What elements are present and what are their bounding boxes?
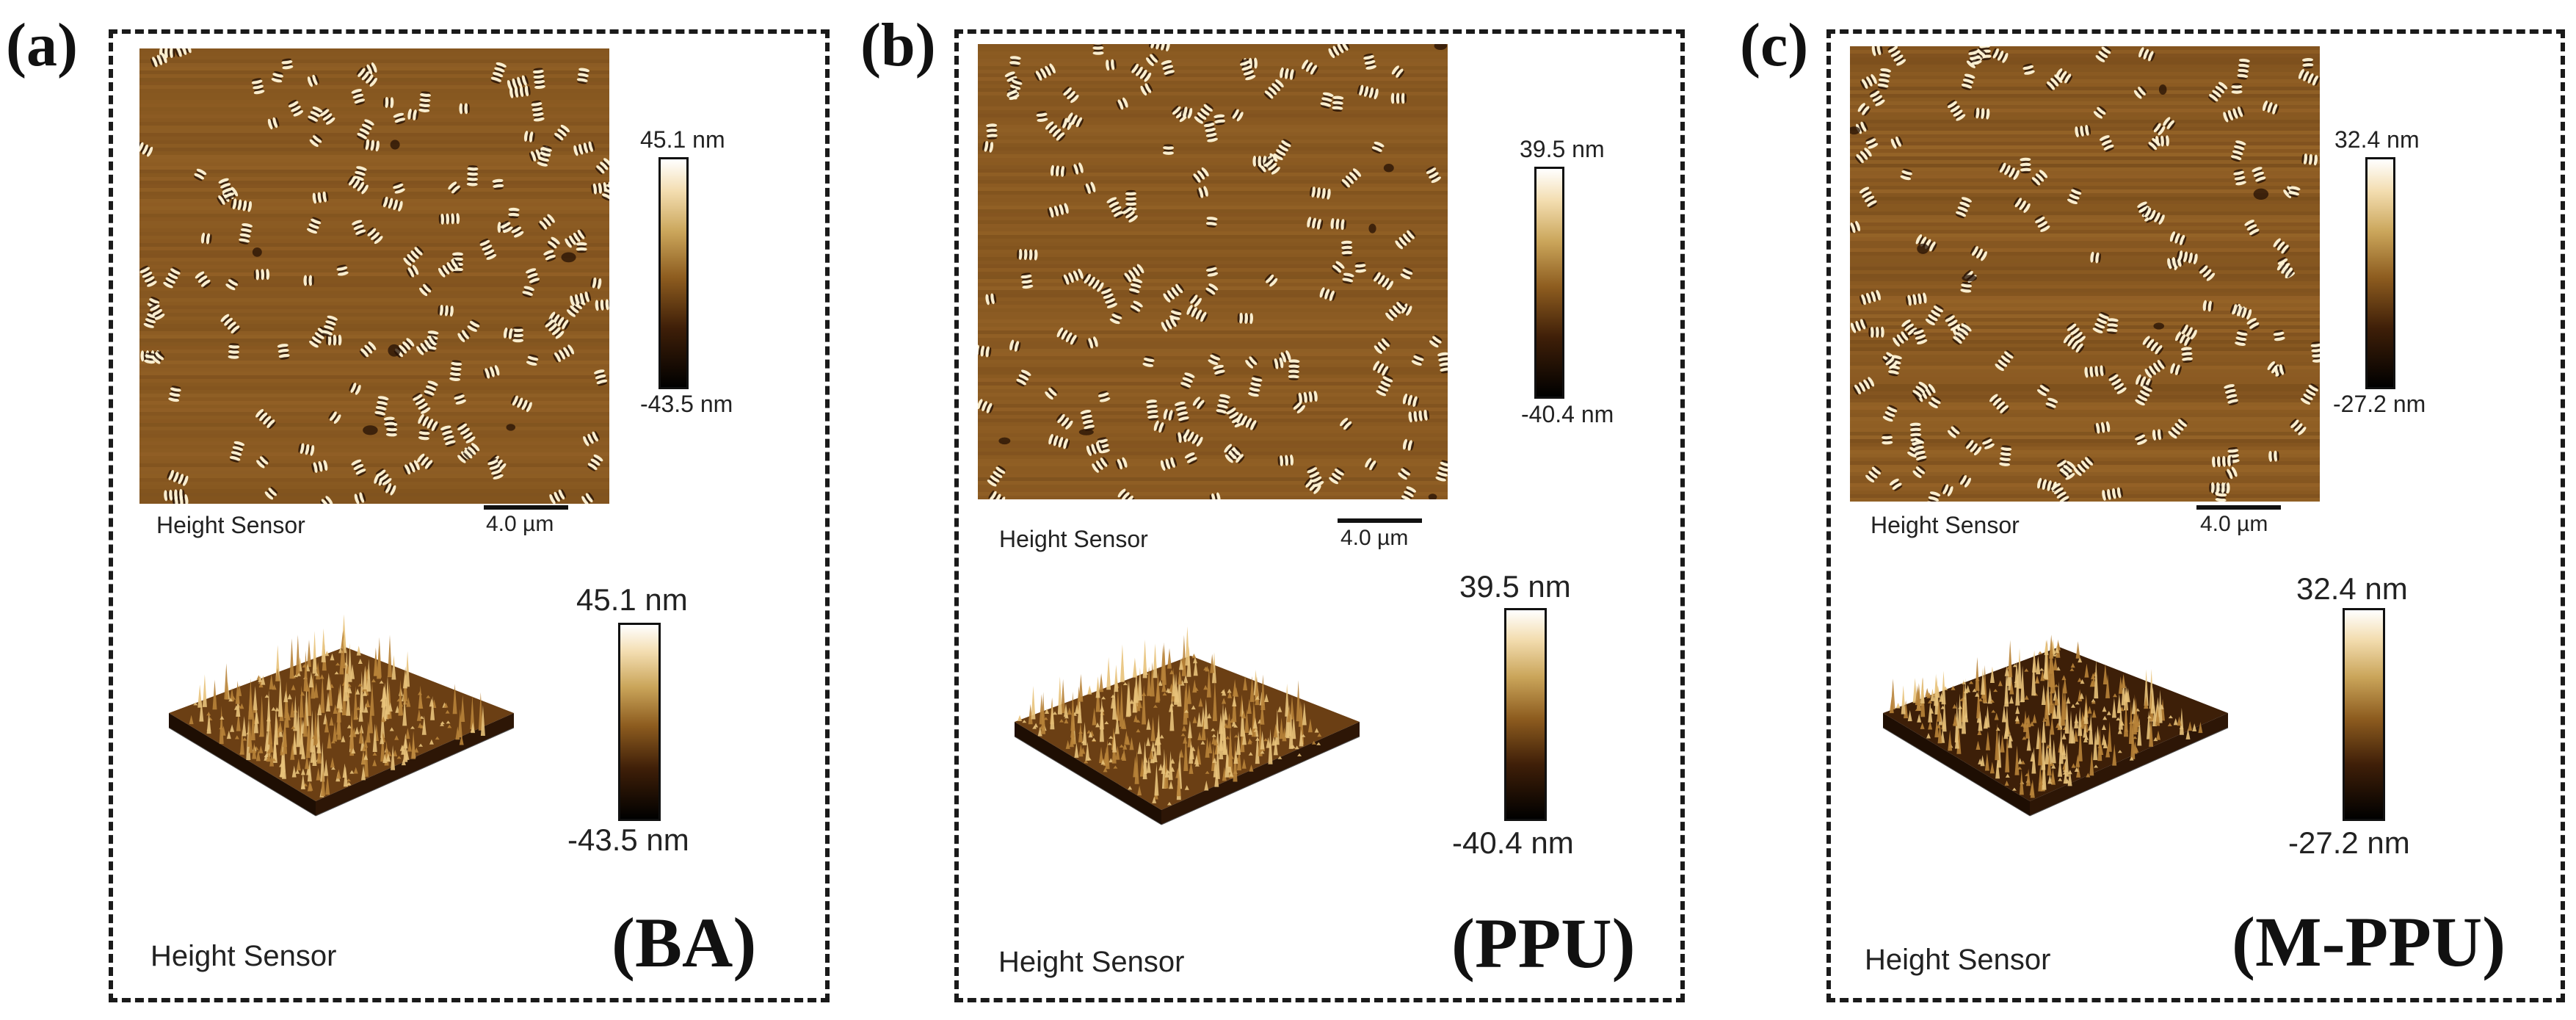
surface-3d-c [1861, 607, 2272, 849]
height-sensor-label-map-b: Height Sensor [999, 526, 1148, 552]
afm-height-map-b [978, 44, 1448, 499]
sample-name-b: (PPU) [1451, 904, 1636, 983]
scale-bar-label-b: 4.0 µm [1340, 526, 1409, 550]
panel-frame-a [109, 29, 830, 1002]
height-sensor-label-map-a: Height Sensor [156, 512, 305, 538]
scale-bar-a [484, 505, 568, 510]
colorbar-small-b [1534, 167, 1564, 399]
scale-bar-c [2196, 505, 2281, 510]
colorbar-small-max-c: 32.4 nm [2334, 126, 2420, 153]
afm-height-map-c [1850, 46, 2320, 502]
height-sensor-label-surface-a: Height Sensor [150, 940, 337, 972]
colorbar-small-c [2365, 157, 2395, 389]
surface-3d-svg-b [1014, 626, 1360, 825]
colorbar-small-min-b: -40.4 nm [1521, 401, 1614, 427]
colorbar-small-min-c: -27.2 nm [2333, 391, 2426, 417]
sample-name-a: (BA) [612, 903, 757, 982]
surface-3d-b [993, 615, 1404, 858]
height-sensor-label-surface-c: Height Sensor [1865, 944, 2051, 976]
colorbar-small-max-a: 45.1 nm [640, 126, 725, 153]
colorbar-small-min-a: -43.5 nm [640, 391, 733, 417]
afm-map-svg-a [139, 48, 609, 504]
colorbar-large-c [2343, 608, 2385, 821]
surface-3d-a [147, 607, 558, 849]
panel-letter-a: (a) [6, 11, 78, 79]
sample-name-c: (M-PPU) [2232, 903, 2506, 981]
height-sensor-label-map-c: Height Sensor [1871, 512, 2020, 538]
afm-map-svg-c [1850, 46, 2320, 502]
afm-map-svg-b [978, 44, 1448, 499]
panel-frame-c [1826, 29, 2565, 1002]
colorbar-large-max-a: 45.1 nm [576, 582, 688, 617]
panel-letter-b: (b) [860, 11, 936, 79]
scale-bar-label-a: 4.0 µm [486, 512, 554, 536]
scale-bar-b [1338, 518, 1422, 523]
colorbar-small-max-b: 39.5 nm [1520, 136, 1605, 162]
colorbar-large-max-b: 39.5 nm [1459, 569, 1571, 604]
afm-height-map-a [139, 48, 609, 504]
surface-3d-svg-c [1882, 634, 2229, 817]
colorbar-small-a [658, 157, 689, 389]
colorbar-large-b [1504, 608, 1547, 821]
panel-letter-c: (c) [1740, 11, 1809, 79]
surface-3d-svg-a [168, 614, 515, 817]
panel-frame-b [954, 29, 1685, 1002]
colorbar-large-min-b: -40.4 nm [1452, 825, 1574, 860]
scale-bar-label-c: 4.0 µm [2200, 512, 2268, 536]
colorbar-large-a [618, 623, 661, 821]
height-sensor-label-surface-b: Height Sensor [998, 946, 1185, 978]
colorbar-large-max-c: 32.4 nm [2296, 571, 2408, 606]
colorbar-large-min-c: -27.2 nm [2288, 825, 2410, 860]
colorbar-large-min-a: -43.5 nm [567, 822, 689, 857]
